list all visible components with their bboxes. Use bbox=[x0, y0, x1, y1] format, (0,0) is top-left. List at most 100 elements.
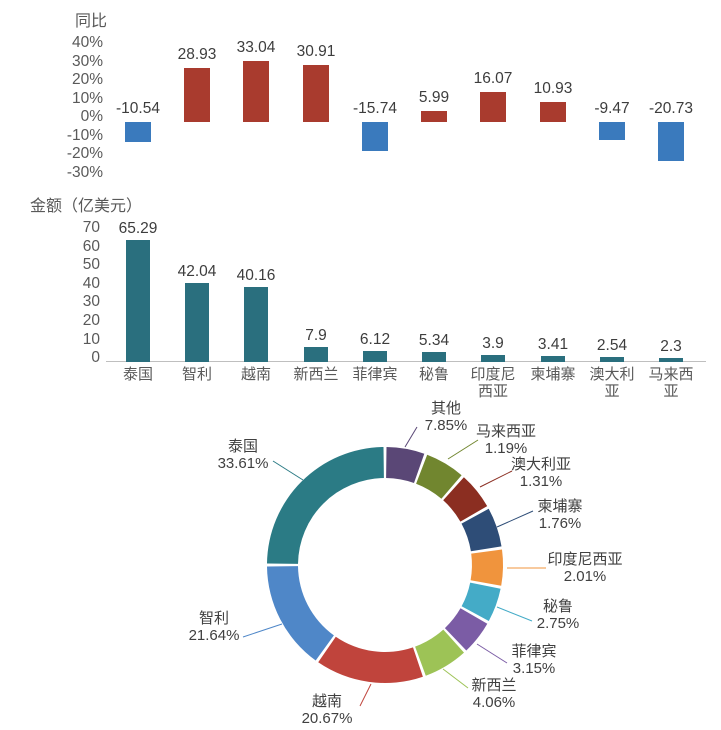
yoy-bar-value-新西兰: 30.91 bbox=[296, 42, 336, 60]
amount-xlabel-智利: 智利 bbox=[167, 366, 227, 383]
yoy-ytick-0%: 0% bbox=[80, 108, 103, 125]
amount-xlabel-line: 秘鲁 bbox=[418, 366, 449, 383]
amount-xlabel-line: 越南 bbox=[240, 366, 271, 383]
amount-xlabel-印度尼西亚: 印度尼 西亚 bbox=[463, 366, 523, 400]
amount-bar-新西兰 bbox=[304, 347, 328, 362]
amount-xlabel-line: 泰国 bbox=[122, 366, 153, 383]
donut-leader-line-智利 bbox=[242, 623, 283, 638]
donut-leader-line-菲律宾 bbox=[476, 643, 508, 664]
amount-xlabel-line: 印度尼 bbox=[470, 366, 516, 383]
donut-segment-菲律宾 bbox=[444, 608, 488, 651]
donut-label-pct: 20.67% bbox=[301, 710, 353, 727]
amount-bar-value-印度尼西亚: 3.9 bbox=[482, 334, 504, 352]
donut-label-pct: 4.06% bbox=[472, 694, 516, 711]
amount-bar-澳大利亚 bbox=[600, 357, 624, 362]
amount-xlabel-新西兰: 新西兰 bbox=[286, 366, 346, 383]
yoy-bar-新西兰 bbox=[303, 64, 329, 122]
amount-xlabel-line: 亚 bbox=[663, 383, 679, 400]
yoy-bar-越南 bbox=[243, 60, 269, 122]
yoy-bar-value-马来西亚: -20.73 bbox=[649, 100, 693, 117]
yoy-bar-value-泰国: -10.54 bbox=[116, 100, 160, 117]
donut-leader-line-新西兰 bbox=[442, 668, 469, 689]
donut-segment-澳大利亚 bbox=[443, 477, 488, 522]
donut-label-pct: 7.85% bbox=[424, 417, 468, 434]
amount-x-axis-line bbox=[106, 361, 706, 362]
yoy-bar-智利 bbox=[184, 68, 210, 122]
yoy-bar-澳大利亚 bbox=[599, 122, 625, 140]
amount-chart-title: 金额（亿美元） bbox=[30, 198, 143, 215]
amount-bar-value-柬埔寨: 3.41 bbox=[537, 335, 569, 353]
donut-leader-line-马来西亚 bbox=[447, 439, 479, 460]
amount-bar-越南 bbox=[244, 286, 268, 362]
donut-label-pct: 3.15% bbox=[512, 660, 556, 677]
amount-xlabel-秘鲁: 秘鲁 bbox=[404, 366, 464, 383]
donut-segment-马来西亚 bbox=[416, 454, 462, 499]
yoy-bar-秘鲁 bbox=[421, 110, 447, 122]
amount-bar-印度尼西亚 bbox=[481, 354, 505, 362]
yoy-bar-柬埔寨 bbox=[540, 101, 566, 122]
amount-xlabel-line: 新西兰 bbox=[293, 366, 339, 383]
yoy-bar-泰国 bbox=[125, 122, 151, 142]
amount-bar-菲律宾 bbox=[363, 350, 387, 362]
amount-bar-秘鲁 bbox=[422, 352, 446, 362]
amount-xlabel-菲律宾: 菲律宾 bbox=[345, 366, 405, 383]
donut-label-越南: 越南 20.67% bbox=[302, 693, 353, 727]
amount-xlabel-line: 菲律宾 bbox=[352, 366, 398, 383]
donut-leader-line-澳大利亚 bbox=[479, 470, 513, 488]
donut-segment-其他 bbox=[386, 447, 425, 483]
donut-label-name: 越南 bbox=[311, 693, 342, 710]
donut-segment-柬埔寨 bbox=[461, 508, 502, 552]
donut-label-pct: 1.76% bbox=[538, 515, 582, 532]
donut-label-pct: 1.31% bbox=[519, 473, 563, 490]
donut-label-name: 柬埔寨 bbox=[537, 498, 583, 515]
donut-label-name: 澳大利亚 bbox=[510, 456, 572, 473]
amount-ytick-30: 30 bbox=[82, 293, 100, 311]
donut-leader-line-泰国 bbox=[272, 460, 304, 481]
donut-segment-新西兰 bbox=[415, 629, 464, 676]
yoy-ytick-40%: 40% bbox=[71, 34, 103, 51]
donut-label-pct: 2.01% bbox=[563, 568, 607, 585]
yoy-bar-印度尼西亚 bbox=[480, 92, 506, 122]
donut-label-pct: 1.19% bbox=[484, 440, 528, 457]
amount-bar-value-菲律宾: 6.12 bbox=[359, 330, 391, 348]
donut-leader-line-秘鲁 bbox=[496, 606, 533, 622]
amount-xlabel-泰国: 泰国 bbox=[108, 366, 168, 383]
donut-label-name: 秘鲁 bbox=[542, 598, 574, 615]
amount-bar-value-秘鲁: 5.34 bbox=[418, 332, 450, 350]
donut-label-name: 新西兰 bbox=[471, 677, 517, 694]
amount-bar-value-澳大利亚: 2.54 bbox=[596, 337, 628, 355]
donut-label-其他: 其他 7.85% bbox=[425, 400, 468, 434]
amount-ytick-50: 50 bbox=[82, 256, 100, 274]
amount-xlabel-line: 柬埔寨 bbox=[530, 366, 576, 383]
yoy-bar-value-越南: 33.04 bbox=[236, 38, 276, 56]
yoy-ytick-30%: 30% bbox=[71, 52, 103, 70]
donut-label-智利: 智利 21.64% bbox=[189, 610, 240, 644]
amount-xlabel-马来西亚: 马来西亚 bbox=[641, 366, 701, 400]
donut-segment-越南 bbox=[318, 636, 423, 683]
amount-ytick-60: 60 bbox=[82, 237, 100, 255]
donut-segment-泰国 bbox=[267, 447, 384, 564]
yoy-ytick--20%: -20% bbox=[66, 145, 103, 162]
donut-label-pct: 2.75% bbox=[536, 615, 580, 632]
donut-segment-印度尼西亚 bbox=[470, 549, 504, 586]
donut-leader-line-其他 bbox=[404, 426, 418, 448]
yoy-chart-title: 同比 bbox=[75, 13, 108, 30]
amount-bar-value-马来西亚: 2.3 bbox=[660, 337, 682, 355]
yoy-ytick-20%: 20% bbox=[71, 71, 103, 88]
yoy-bar-value-澳大利亚: -9.47 bbox=[594, 100, 630, 117]
amount-ytick-40: 40 bbox=[82, 274, 100, 292]
yoy-ytick--30%: -30% bbox=[66, 163, 103, 181]
donut-segment-智利 bbox=[267, 566, 334, 661]
amount-bar-智利 bbox=[185, 283, 209, 362]
yoy-bar-value-秘鲁: 5.99 bbox=[418, 88, 450, 106]
amount-xlabel-line: 西亚 bbox=[477, 383, 508, 400]
donut-label-name: 马来西亚 bbox=[475, 423, 537, 440]
donut-label-澳大利亚: 澳大利亚 1.31% bbox=[511, 456, 571, 490]
yoy-bar-菲律宾 bbox=[362, 122, 388, 152]
amount-bar-柬埔寨 bbox=[541, 355, 565, 362]
donut-segment-秘鲁 bbox=[461, 582, 501, 621]
amount-ytick-20: 20 bbox=[82, 312, 100, 329]
yoy-bar-value-菲律宾: -15.74 bbox=[353, 100, 397, 117]
amount-bar-value-越南: 40.16 bbox=[236, 266, 276, 284]
